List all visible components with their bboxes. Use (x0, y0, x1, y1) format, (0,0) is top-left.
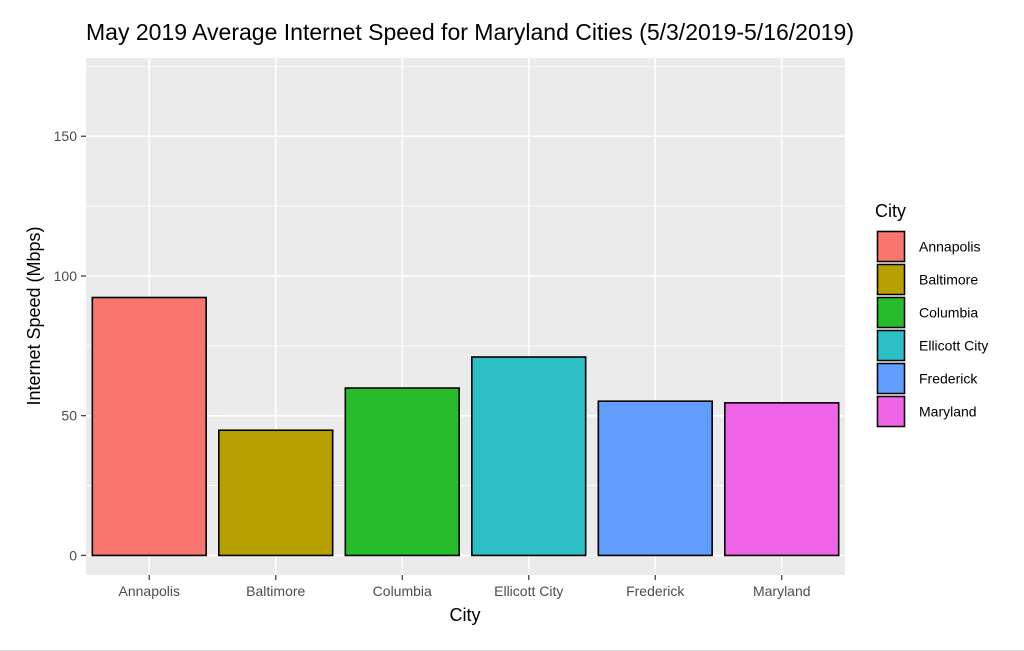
legend-swatch (876, 263, 906, 296)
legend-swatch (876, 362, 906, 395)
legend: City Annapolis Baltimore Columbia Ellicott … (875, 201, 988, 428)
legend-label: Frederick (919, 371, 978, 387)
legend-items: Annapolis Baltimore Columbia Ellicott City F… (876, 230, 988, 428)
legend-swatch (876, 329, 906, 362)
x-tick-label: Frederick (626, 583, 685, 599)
x-tick-label: Columbia (373, 583, 432, 599)
bar-annapolis (91, 296, 207, 557)
y-axis-title: Internet Speed (Mbps) (24, 226, 44, 405)
legend-label: Annapolis (919, 239, 981, 255)
x-tick-label: Ellicott City (494, 583, 563, 599)
legend-title: City (875, 201, 906, 221)
plot-panel (86, 58, 845, 575)
y-axis: 0 50 100 150 (54, 128, 86, 563)
chart-title: May 2019 Average Internet Speed for Mary… (86, 19, 854, 45)
legend-swatch (876, 296, 906, 329)
bar-baltimore (218, 429, 334, 557)
legend-label: Baltimore (919, 272, 978, 288)
y-tick-label: 50 (61, 408, 77, 424)
legend-swatch (876, 230, 906, 263)
legend-label: Maryland (919, 404, 977, 420)
legend-swatch (876, 395, 906, 428)
x-tick-label: Maryland (753, 583, 811, 599)
x-axis-title: City (450, 605, 481, 625)
legend-label: Ellicott City (919, 338, 988, 354)
y-tick-label: 150 (54, 128, 78, 144)
bars (91, 296, 840, 557)
y-tick-label: 100 (54, 268, 78, 284)
x-tick-label: Baltimore (246, 583, 305, 599)
bar-maryland (724, 402, 840, 557)
grid-minor (86, 65, 845, 486)
y-tick-label: 0 (69, 547, 77, 563)
legend-label: Columbia (919, 305, 978, 321)
x-axis: Annapolis Baltimore Columbia Ellicott City F… (119, 575, 811, 599)
bar-ellicott-city (471, 356, 587, 557)
x-tick-label: Annapolis (119, 583, 181, 599)
bar-columbia (344, 387, 460, 557)
bar-frederick (597, 400, 713, 557)
